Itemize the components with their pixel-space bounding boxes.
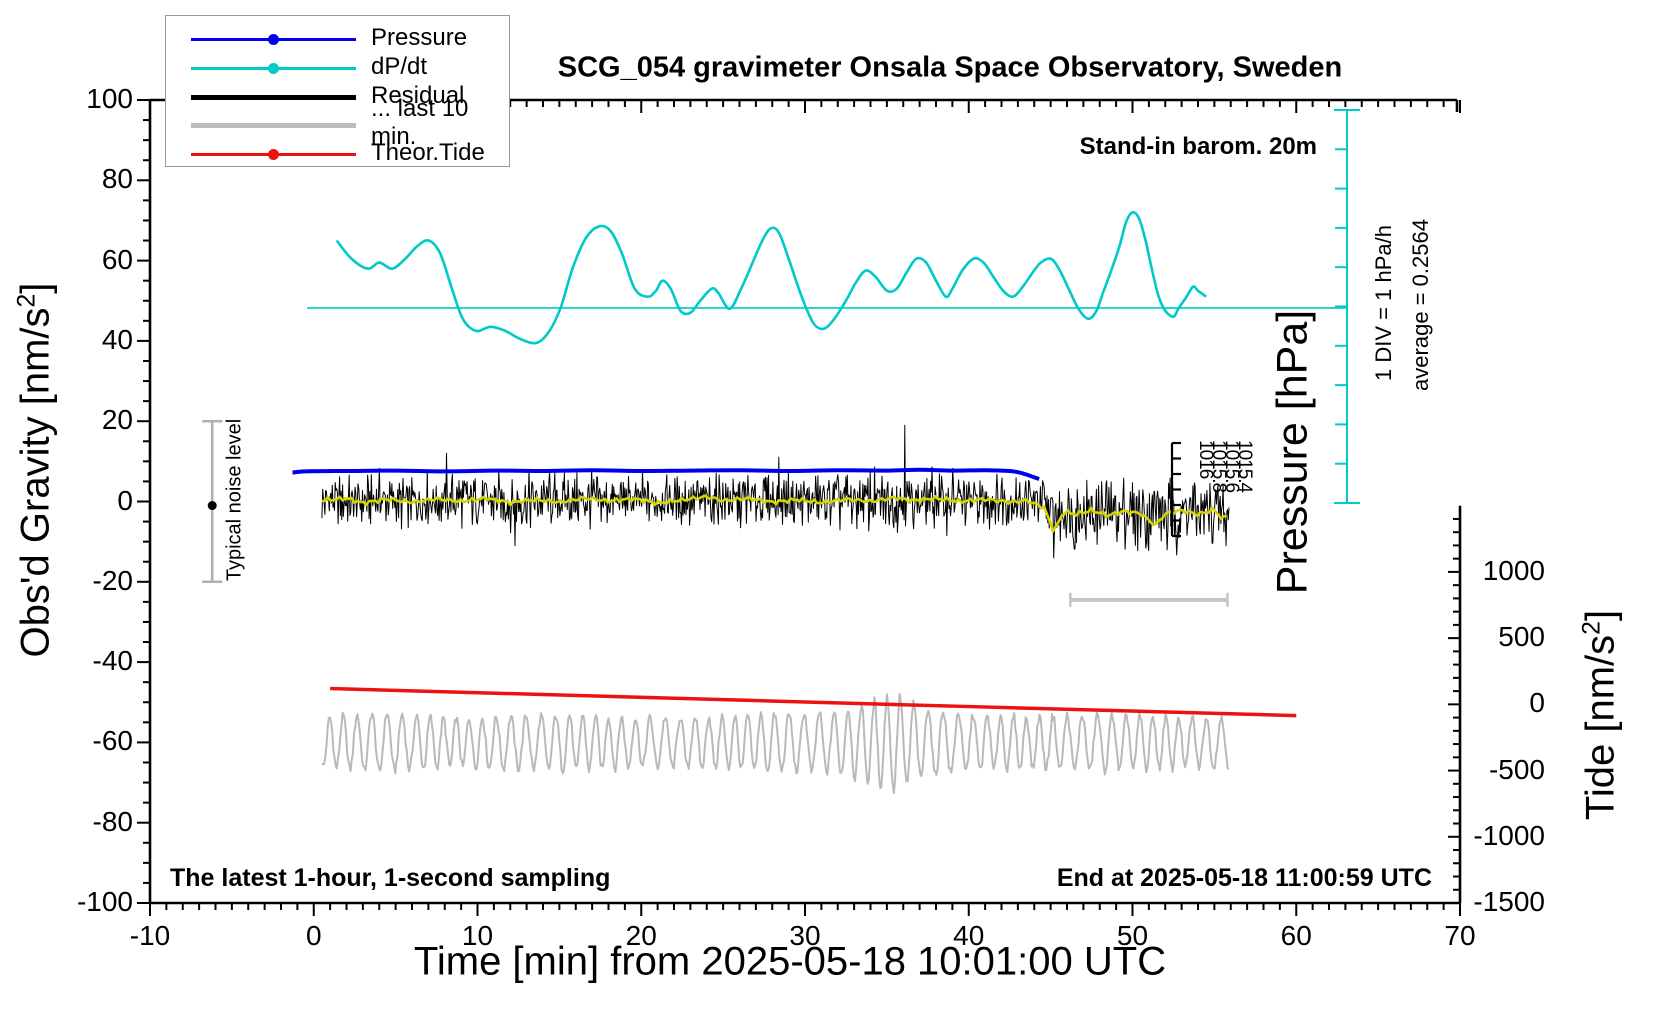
tide-tick-label: -500 (1488, 753, 1545, 785)
div-scale-note: 1 DIV = 1 hPa/h (1371, 225, 1396, 381)
y-tick-label: 60 (101, 243, 133, 275)
x-tick-label: 30 (789, 920, 821, 951)
residual-series (321, 424, 1230, 559)
pressure-inset-label: 1015.4 (1234, 440, 1255, 493)
tide-tick-label: 0 (1529, 687, 1545, 719)
dpdt-series (335, 211, 1207, 345)
y-tick-label: 0 (117, 484, 133, 516)
legend-item-label: Theor.Tide (371, 138, 485, 166)
tide-tick-label: -1000 (1473, 819, 1545, 851)
sampling-note: The latest 1-hour, 1-second sampling (170, 864, 611, 892)
x-tick-label: 0 (305, 920, 322, 951)
noise-errorbar-dot (207, 501, 217, 511)
y-axis-label-tide-close: ] (1578, 609, 1623, 622)
legend-line-sample (191, 123, 356, 128)
stand-in-barometer-note: Stand-in barom. 20m (1079, 133, 1317, 160)
y-axis-label-tide-text: Tide [nm/s (1578, 634, 1623, 821)
pressure-inset-label: 1015.8 (1208, 440, 1229, 493)
y-tick-label: -40 (92, 645, 133, 677)
y-tick-label: -80 (92, 805, 133, 837)
legend-item-label: ... last 10 min. (371, 94, 469, 150)
x-tick-label: 40 (953, 920, 985, 951)
y-axis-label-tide: Tide [nm/s2] (1578, 610, 1623, 820)
theor-tide-series (330, 686, 1297, 718)
legend-item-label: dP/dt (371, 52, 428, 80)
y-axis-label-gravity-text: Obs'd Gravity [nm/s (13, 307, 58, 658)
pressure-inset-label: 1016 (1195, 440, 1216, 479)
y-axis-label-gravity-close: ] (13, 282, 58, 294)
y-tick-label: -60 (92, 725, 133, 757)
y-tick-label: 100 (86, 83, 133, 114)
pressure-axis-label: Pressure [hPa] (1268, 309, 1317, 595)
y-tick-label: 20 (101, 404, 133, 436)
x-tick-label: 60 (1280, 920, 1312, 951)
y-axis-label-tide-sup: 2 (1578, 621, 1606, 635)
tide-tick-label: -1500 (1473, 886, 1545, 917)
y-tick-label: 40 (101, 323, 133, 355)
x-tick-label: 50 (1116, 920, 1149, 951)
x-tick-label: 20 (625, 920, 657, 951)
legend-dot-sample (268, 63, 279, 74)
legend-item-label: Pressure (371, 23, 468, 51)
y-tick-label: -100 (76, 886, 133, 917)
legend-dot-sample (268, 34, 279, 45)
pressure-inset-label: 1015.6 (1221, 440, 1242, 493)
last10min-series (321, 692, 1230, 794)
end-time-note: End at 2025-05-18 11:00:59 UTC (1056, 864, 1432, 892)
legend-dot-sample (268, 149, 279, 160)
x-tick-label: 10 (461, 920, 494, 951)
noise-level-label: Typical noise level (223, 418, 246, 582)
y-tick-label: 80 (101, 163, 133, 195)
y-axis-label-gravity-sup: 2 (13, 293, 41, 308)
x-axis-label: Time [min] from 2025-05-18 10:01:00 UTC (413, 939, 1167, 984)
legend-item-label: Residual (371, 81, 465, 109)
x-tick-label: 70 (1444, 920, 1476, 951)
chart-title: SCG_054 gravimeter Onsala Space Observat… (557, 51, 1343, 84)
average-note: average = 0.2564 (1408, 219, 1433, 391)
x-tick-label: -10 (129, 920, 171, 951)
tide-tick-label: 1000 (1482, 554, 1545, 586)
legend-line-sample (191, 95, 356, 100)
y-tick-label: -20 (92, 564, 133, 596)
tide-tick-label: 500 (1498, 621, 1545, 653)
legend: Pressure dP/dt Residual... last 10 min. The… (165, 15, 510, 167)
residual-smoothed-series (321, 494, 1228, 533)
pressure-series (292, 467, 1040, 481)
